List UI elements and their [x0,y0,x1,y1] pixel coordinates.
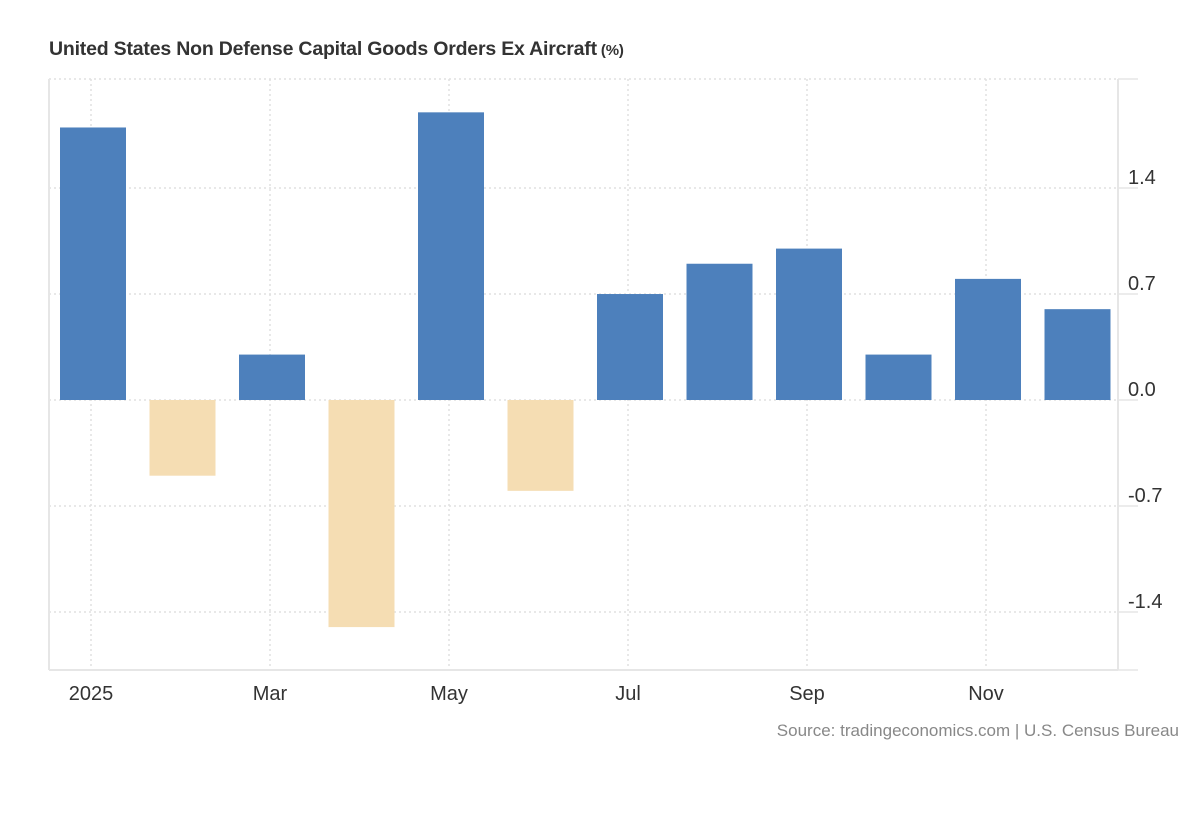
bar-may-2025 [418,112,484,400]
bar-mar-2025 [239,354,305,400]
y-tick-label: 0.0 [1128,379,1156,401]
bar-aug-2025 [686,263,753,400]
bar-jul-2025 [597,294,663,400]
y-tick-label: 0.7 [1128,273,1156,295]
x-tick-label: Mar [253,683,288,705]
x-tick-label: Nov [968,683,1004,705]
y-tick-label: 1.4 [1128,167,1156,189]
x-tick-label: Jul [615,683,641,705]
bar-jun-2025 [507,400,574,491]
y-axis-labels: 1.4 0.7 0.0 -0.7 -1.4 [1128,167,1162,613]
bar-oct-2025 [865,354,932,400]
x-axis-labels: 2025 Mar May Jul Sep Nov [69,683,1004,705]
y-tick-label: -0.7 [1128,485,1162,507]
y-tick-label: -1.4 [1128,591,1162,613]
vertical-gridlines [90,79,987,670]
bars [60,112,1111,628]
axes [48,78,1138,671]
horizontal-gridlines [49,78,1118,613]
bar-sep-2025 [776,248,842,400]
bar-apr-2025 [328,400,395,628]
x-tick-label: May [430,683,468,705]
bar-dec-2025 [1044,309,1111,400]
chart-title-unit: (%) [600,42,624,59]
x-tick-label: Sep [789,683,825,705]
source-note: Source: tradingeconomics.com | U.S. Cens… [776,721,1179,740]
bar-nov-2025 [955,278,1021,400]
chart-title-text: United States Non Defense Capital Goods … [49,38,597,60]
bar-jan-2025 [60,127,126,400]
x-tick-label: 2025 [69,683,114,705]
chart-title: United States Non Defense Capital Goods … [49,38,624,61]
bar-feb-2025 [149,400,216,476]
